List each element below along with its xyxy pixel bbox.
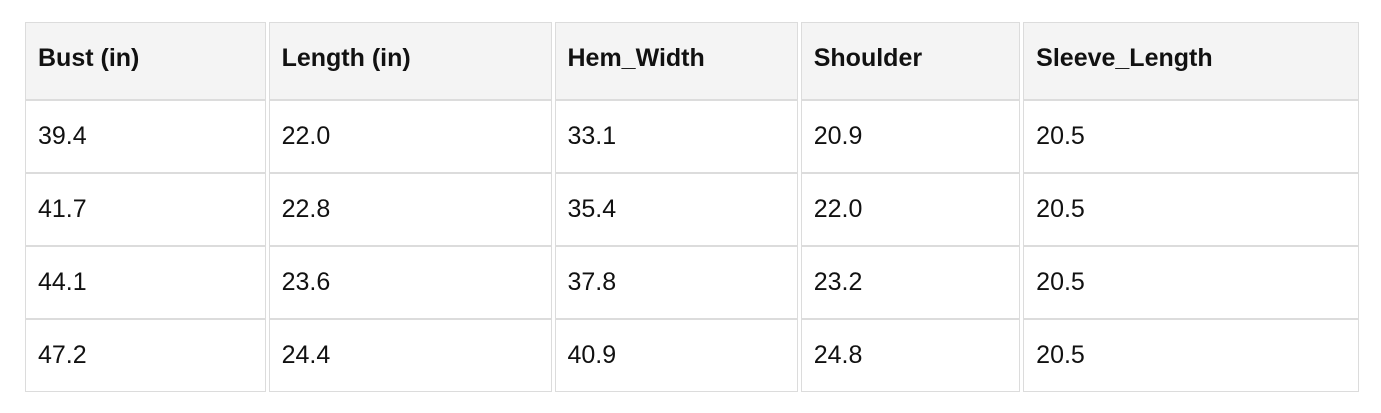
size-chart-table: Bust (in) Length (in) Hem_Width Shoulder… xyxy=(22,22,1362,392)
table-row: 47.2 24.4 40.9 24.8 20.5 xyxy=(25,319,1359,392)
column-header-length: Length (in) xyxy=(268,22,552,100)
table-cell: 23.6 xyxy=(268,246,552,319)
table-cell: 23.2 xyxy=(800,246,1021,319)
table-cell: 35.4 xyxy=(554,173,798,246)
table-cell: 41.7 xyxy=(25,173,266,246)
table-cell: 20.5 xyxy=(1023,100,1359,173)
table-cell: 24.4 xyxy=(268,319,552,392)
column-header-bust: Bust (in) xyxy=(25,22,266,100)
table-cell: 22.0 xyxy=(800,173,1021,246)
table-row: 41.7 22.8 35.4 22.0 20.5 xyxy=(25,173,1359,246)
table-cell: 20.5 xyxy=(1023,173,1359,246)
table-cell: 33.1 xyxy=(554,100,798,173)
table-cell: 37.8 xyxy=(554,246,798,319)
table-cell: 20.9 xyxy=(800,100,1021,173)
header-row: Bust (in) Length (in) Hem_Width Shoulder… xyxy=(25,22,1359,100)
table-cell: 47.2 xyxy=(25,319,266,392)
table-row: 44.1 23.6 37.8 23.2 20.5 xyxy=(25,246,1359,319)
table-cell: 24.8 xyxy=(800,319,1021,392)
column-header-hem-width: Hem_Width xyxy=(554,22,798,100)
column-header-shoulder: Shoulder xyxy=(800,22,1021,100)
column-header-sleeve-length: Sleeve_Length xyxy=(1023,22,1359,100)
table-cell: 39.4 xyxy=(25,100,266,173)
table-cell: 20.5 xyxy=(1023,319,1359,392)
table-cell: 44.1 xyxy=(25,246,266,319)
table-cell: 22.0 xyxy=(268,100,552,173)
table-cell: 22.8 xyxy=(268,173,552,246)
table-cell: 20.5 xyxy=(1023,246,1359,319)
table-row: 39.4 22.0 33.1 20.9 20.5 xyxy=(25,100,1359,173)
table-cell: 40.9 xyxy=(554,319,798,392)
